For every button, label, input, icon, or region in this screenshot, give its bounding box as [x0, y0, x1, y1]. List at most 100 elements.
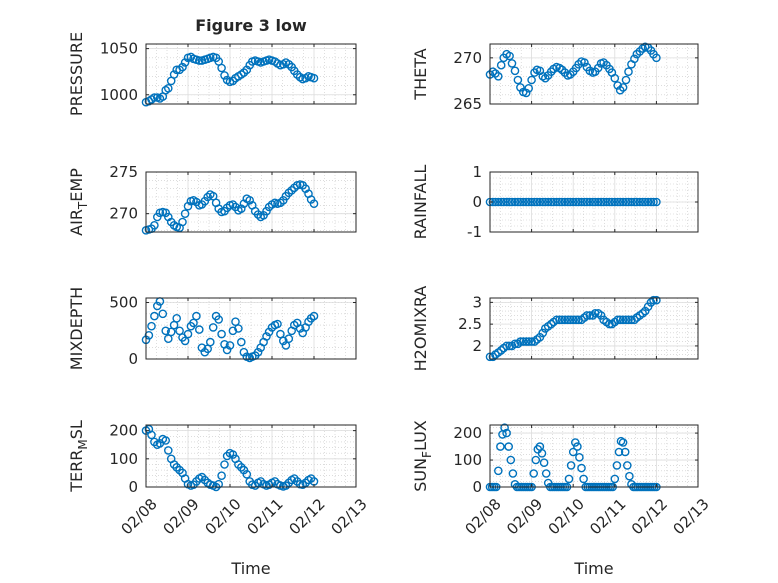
data-point [575, 452, 584, 462]
data-point [510, 339, 520, 349]
x-tick-label: 02/10 [545, 495, 588, 538]
data-point [309, 311, 319, 321]
data-point [309, 199, 319, 208]
data-point [505, 51, 514, 61]
data-point [538, 197, 548, 207]
data-point [150, 220, 159, 230]
data-point [610, 474, 620, 484]
data-point [585, 197, 595, 207]
data-point [618, 83, 628, 92]
data-point [618, 315, 628, 325]
y-tick-label: 1050 [100, 40, 138, 58]
data-point [649, 295, 658, 305]
data-point [625, 471, 634, 481]
y-tick-label: 2 [472, 337, 482, 355]
data-point [614, 447, 624, 457]
data-point [228, 76, 238, 86]
data-point [615, 315, 625, 325]
data-point [582, 311, 592, 320]
data-point [652, 53, 661, 63]
data-point [613, 81, 623, 90]
axes-box [145, 171, 357, 233]
data-point [172, 313, 181, 323]
subplot-terr-msl: 0 100 200 TERRMSL 02/0802/0902/1002/1102/120… [67, 420, 371, 538]
data-point [638, 197, 648, 207]
x-tick-label: 02/10 [201, 495, 244, 538]
y-axis-title: PRESSURE [67, 32, 86, 116]
data-point [161, 208, 170, 218]
data-point [555, 315, 564, 325]
data-point [510, 197, 520, 207]
y-tick-label: 270 [453, 49, 482, 67]
x-tick-label: 02/09 [503, 495, 546, 538]
data-point [596, 311, 606, 320]
data-point [538, 328, 548, 338]
data-point [590, 197, 600, 207]
data-point [568, 197, 578, 207]
data-point [624, 67, 633, 76]
y-tick-label: 200 [453, 424, 482, 442]
data-point [577, 463, 586, 473]
data-point [262, 332, 271, 341]
x-tick-label: 02/08 [117, 495, 160, 538]
subplot-air-temp: 270 275 AIRTEMP [67, 163, 357, 236]
x-tick-label: 02/13 [669, 495, 712, 538]
data-point [214, 479, 223, 489]
data-point [217, 63, 226, 73]
data-point [502, 428, 511, 438]
data-point [615, 197, 625, 207]
data-point [538, 72, 548, 81]
data-point [502, 197, 511, 207]
data-point [621, 197, 631, 207]
data-point [564, 474, 574, 484]
data-point [496, 345, 506, 355]
data-point [632, 197, 642, 207]
data-point [563, 197, 573, 207]
data-point [539, 458, 549, 468]
data-point [566, 461, 576, 470]
data-point [588, 197, 598, 207]
data-point [610, 73, 620, 83]
axes-box [145, 43, 357, 105]
data-point [646, 197, 656, 207]
data-point [236, 204, 246, 213]
data-point [580, 197, 589, 207]
subplot-pressure: 1000 1050 PRESSURE [67, 32, 357, 116]
data-point [618, 197, 628, 207]
y-axis-title: MIXDEPTH [67, 287, 86, 370]
data-point [152, 212, 162, 222]
axes-box [145, 424, 357, 488]
y-tick-label: 100 [453, 451, 482, 469]
data-point [150, 93, 159, 102]
data-point [571, 197, 581, 207]
data-point [627, 315, 636, 325]
data-point [577, 197, 586, 207]
y-tick-label: 100 [109, 450, 138, 468]
data-point [527, 197, 536, 207]
data-point [529, 469, 539, 478]
data-point [621, 315, 631, 325]
data-point [621, 75, 631, 85]
data-point [585, 311, 595, 320]
data-point [524, 337, 534, 346]
x-tick-label: 02/11 [243, 495, 286, 538]
y-tick-label: 2.5 [458, 315, 482, 333]
y-tick-label: 500 [109, 294, 138, 312]
data-point [276, 329, 285, 339]
data-point [537, 448, 547, 458]
data-point [189, 318, 198, 328]
data-point [605, 197, 614, 207]
figure-title: Figure 3 low [195, 16, 307, 35]
data-point [234, 324, 243, 333]
data-point [166, 327, 176, 337]
data-point [521, 197, 531, 207]
data-point [521, 88, 531, 98]
data-point [605, 319, 614, 329]
data-point [180, 336, 190, 346]
data-point [284, 334, 294, 344]
data-point [499, 197, 509, 207]
data-point [610, 197, 620, 207]
data-point [245, 195, 254, 205]
data-point [236, 337, 246, 347]
